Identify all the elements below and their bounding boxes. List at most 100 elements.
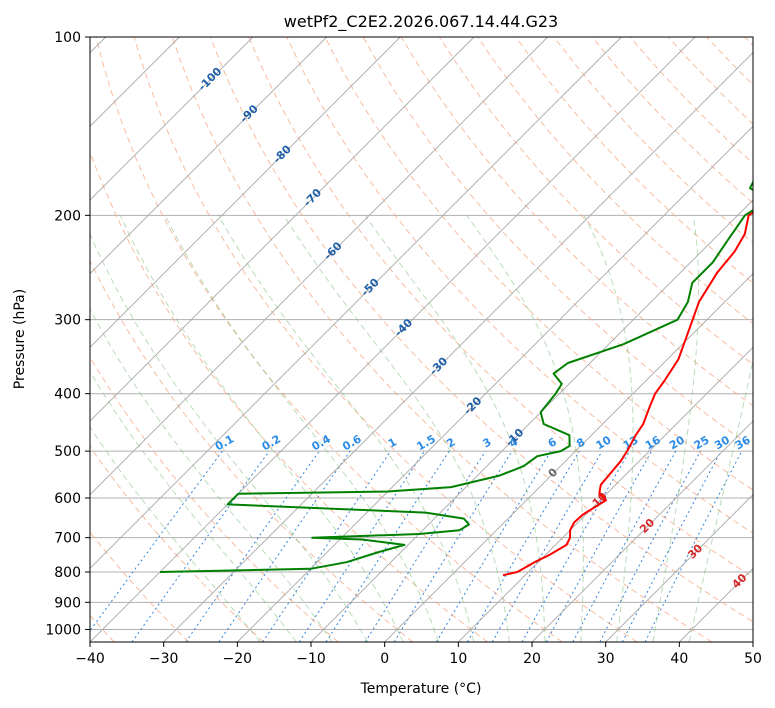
- isotherm-label: -20: [461, 394, 484, 417]
- mixing-ratio-lines: [90, 450, 743, 642]
- isotherm-line: [752, 641, 753, 642]
- y-tick-label: 400: [54, 387, 81, 403]
- mixing-ratio-line: [599, 450, 701, 642]
- moist-adiabat: [164, 215, 439, 642]
- moist-adiabat: [119, 215, 404, 642]
- dry-adiabat: [744, 37, 753, 47]
- dry-adiabat: [90, 259, 414, 642]
- mixing-ratio-label: 6: [546, 435, 559, 450]
- isotherm-line: [237, 125, 753, 642]
- isotherm-label: -80: [271, 142, 294, 165]
- moist-adiabat: [90, 233, 369, 642]
- y-tick-label: 700: [54, 531, 81, 547]
- mixing-ratio-label: 20: [667, 433, 687, 452]
- moist-adiabat: [466, 215, 584, 642]
- plot-area: 0.1 0.2 0.4 0.6 1 1.5 2 3 4 6 8 10 13 16 20 25 30 36-100-…: [90, 37, 753, 642]
- dry-adiabat: [171, 37, 712, 642]
- x-tick-label: 0: [380, 651, 389, 667]
- mixing-ratio-label: 0.4: [310, 432, 334, 453]
- x-tick-label: 50: [744, 651, 762, 667]
- isotherm-label: -90: [237, 102, 260, 125]
- isopleth-labels: 0.1 0.2 0.4 0.6 1 1.5 2 3 4 6 8 10 13 16 20 25 30 36-100-…: [196, 65, 753, 591]
- dry-adiabat: [133, 37, 638, 642]
- isotherm-label: 40: [729, 571, 749, 591]
- isotherm-label: 30: [685, 541, 705, 561]
- mixing-ratio-line: [90, 450, 223, 632]
- moist-adiabat: [364, 215, 546, 642]
- isotherm-line: [531, 420, 753, 642]
- y-tick-label: 900: [54, 595, 81, 611]
- chart-title: wetPf2_C2E2.2026.067.14.44.G23: [284, 12, 558, 32]
- x-tick-label: −20: [223, 651, 253, 667]
- dry-adiabat: [706, 37, 753, 86]
- mixing-ratio-line: [621, 450, 722, 642]
- mixing-ratio-label: 1: [386, 435, 399, 450]
- pressure-gridlines: [90, 37, 753, 630]
- mixing-ratio-label: 0.2: [260, 432, 283, 453]
- mixing-ratio-label: 10: [594, 433, 614, 452]
- mixing-ratio-line: [491, 450, 603, 642]
- dry-adiabat: [591, 37, 753, 204]
- mixing-ratio-line: [435, 450, 552, 642]
- dry-adiabat: [210, 37, 753, 623]
- x-axis-title: Temperature (°C): [360, 681, 482, 697]
- moist-adiabat: [90, 370, 297, 642]
- mixing-ratio-label: 0.1: [213, 432, 236, 453]
- moist-adiabat: [90, 426, 261, 642]
- isotherm-line: [605, 494, 753, 642]
- mixing-ratio-label: 1.5: [414, 432, 437, 453]
- isotherm-line: [90, 37, 696, 642]
- x-tick-label: 30: [597, 651, 615, 667]
- moist-adiabats: [90, 215, 753, 642]
- x-tick-label: −40: [75, 651, 105, 667]
- mixing-ratio-label: 16: [643, 433, 663, 452]
- isotherm-label: -60: [321, 239, 344, 262]
- isotherm-lines: [90, 37, 753, 642]
- dry-adiabat: [95, 37, 563, 642]
- plot-frame: [89, 36, 754, 643]
- mixing-ratio-label: 3: [480, 435, 493, 450]
- mixing-ratio-line: [467, 450, 580, 642]
- isotherm-line: [310, 199, 753, 642]
- moist-adiabat: [218, 215, 475, 642]
- y-tick-label: 600: [54, 491, 81, 507]
- dry-adiabat: [668, 37, 753, 125]
- isotherm-label: -10: [503, 426, 526, 449]
- isotherm-line: [90, 37, 327, 275]
- mixing-ratio-label: 0.6: [340, 432, 364, 453]
- y-axis-ticks: 100 200 300 400 500 600 700 800 900 1000: [45, 30, 90, 638]
- dry-adiabat: [286, 37, 753, 534]
- moist-adiabat: [652, 215, 700, 642]
- mixing-ratio-line: [185, 450, 320, 642]
- isotherm-label: -100: [196, 65, 225, 94]
- x-tick-label: −30: [149, 651, 179, 667]
- dry-adiabat: [515, 37, 753, 284]
- isotherm-label: -30: [427, 354, 450, 377]
- x-tick-label: −10: [296, 651, 326, 667]
- mixing-ratio-label: 30: [712, 433, 732, 452]
- isotherm-label: 20: [637, 516, 657, 536]
- mixing-ratio-line: [572, 450, 677, 642]
- x-tick-label: 40: [670, 651, 688, 667]
- temperature-line: [502, 211, 753, 577]
- dewpoint-line: [159, 180, 753, 573]
- y-tick-label: 300: [54, 313, 81, 329]
- mixing-ratio-line: [393, 450, 513, 642]
- y-tick-label: 800: [54, 565, 81, 581]
- mixing-ratio-line: [298, 450, 425, 642]
- isotherm-line: [90, 37, 401, 348]
- isotherm-line: [90, 37, 254, 201]
- x-axis-ticks: −40 −30 −20 −10 0 10 20 30 40 50: [75, 642, 762, 667]
- dry-adiabat: [553, 37, 753, 244]
- dry-adiabat: [90, 445, 264, 642]
- mixing-ratio-line: [262, 450, 392, 642]
- dry-adiabat: [90, 531, 190, 642]
- y-axis-title: Pressure (hPa): [12, 289, 28, 389]
- x-tick-label: 20: [523, 651, 541, 667]
- mixing-ratio-line: [521, 450, 630, 642]
- dry-adiabat: [248, 37, 753, 578]
- mixing-ratio-line: [545, 450, 653, 642]
- isotherm-line: [90, 37, 548, 496]
- dry-adiabat: [324, 37, 753, 491]
